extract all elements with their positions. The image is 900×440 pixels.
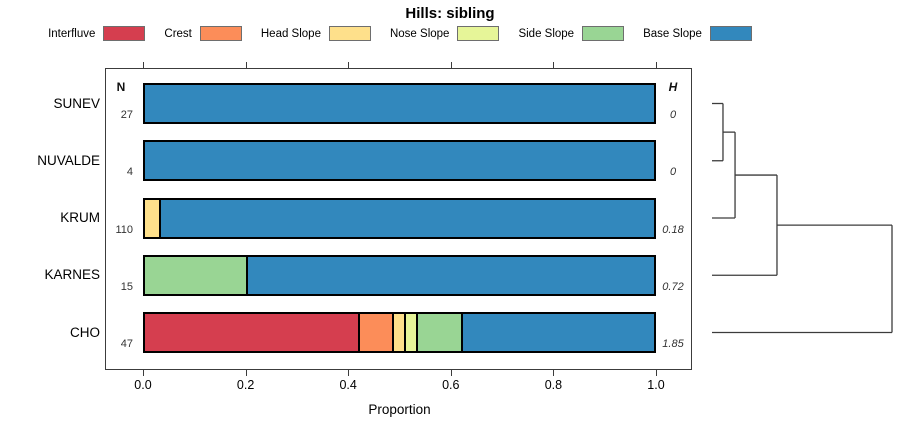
legend-label: Head Slope [260, 27, 321, 40]
bar-row-sunev [143, 83, 656, 124]
legend-item-side-slope: Side Slope [518, 26, 625, 41]
n-value-sunev: 27 [120, 109, 133, 121]
h-value-sunev: 0 [669, 109, 677, 121]
bar-row-krum [143, 197, 656, 239]
top-tick [450, 62, 452, 68]
chart-title: Hills: sibling [405, 5, 495, 22]
x-tick-label: 1.0 [647, 378, 665, 392]
legend-swatch-side-slope [582, 26, 625, 41]
legend-label: Base Slope [643, 27, 702, 40]
n-value-karnes: 15 [120, 280, 133, 293]
legend-label: Crest [164, 27, 192, 40]
bottom-tick [450, 370, 452, 376]
top-tick [553, 62, 555, 68]
row-label-cho: CHO [70, 324, 100, 340]
bar-segment-base-slope [145, 85, 654, 122]
legend-swatch-base-slope [709, 26, 752, 41]
h-column-header: H [668, 80, 678, 94]
row-label-krum: KRUM [60, 210, 100, 225]
row-label-karnes: KARNES [44, 267, 100, 283]
bar-segment-side-slope [145, 256, 247, 294]
bar-row-cho [143, 312, 656, 353]
n-value-cho: 47 [120, 338, 133, 350]
n-column-header: N [116, 80, 126, 94]
plot-area-border [105, 68, 692, 370]
legend-item-crest: Crest [164, 26, 242, 41]
legend-item-interfluve: Interfluve [48, 26, 146, 41]
bar-segment-base-slope [246, 256, 654, 294]
x-tick-label: 0.4 [339, 378, 357, 392]
bar-segment-head-slope [391, 314, 404, 351]
legend: Interfluve Crest Head Slope Nose Slope Side … [0, 26, 800, 41]
x-tick-label: 0.8 [544, 378, 563, 392]
legend-swatch-nose-slope [457, 26, 500, 41]
x-axis-title: Proportion [368, 402, 431, 417]
h-value-nuvalde: 0 [669, 166, 677, 179]
h-value-karnes: 0.72 [662, 280, 684, 293]
bar-segment-head-slope [145, 199, 159, 237]
legend-item-base-slope: Base Slope [643, 26, 752, 41]
legend-swatch-crest [199, 26, 242, 41]
bar-row-karnes [143, 254, 656, 296]
bar-segment-crest [357, 314, 392, 351]
bottom-tick [348, 370, 350, 376]
top-tick [245, 62, 247, 68]
legend-item-head-slope: Head Slope [261, 26, 371, 41]
n-value-krum: 110 [115, 223, 133, 236]
n-value-nuvalde: 4 [126, 166, 133, 179]
bar-segment-interfluve [145, 314, 358, 351]
top-tick [143, 62, 144, 68]
bar-segment-side-slope [416, 314, 461, 351]
x-tick-label: 0.6 [442, 378, 460, 392]
legend-label: Interfluve [48, 27, 96, 40]
bar-segment-base-slope [145, 142, 654, 180]
legend-swatch-interfluve [103, 26, 146, 41]
top-tick [656, 62, 657, 68]
h-value-cho: 1.85 [662, 338, 684, 350]
bar-segment-base-slope [460, 314, 654, 351]
bottom-tick [656, 370, 657, 376]
legend-item-nose-slope: Nose Slope [389, 26, 500, 41]
bar-segment-base-slope [158, 199, 654, 237]
legend-label: Side Slope [518, 27, 575, 40]
x-tick-label: 0.2 [236, 378, 255, 392]
h-value-krum: 0.18 [662, 223, 684, 236]
legend-label: Nose Slope [389, 27, 450, 40]
bar-segment-nose-slope [403, 314, 417, 351]
bar-row-nuvalde [143, 140, 656, 182]
row-label-sunev: SUNEV [53, 95, 100, 111]
legend-swatch-head-slope [328, 26, 371, 41]
row-label-nuvalde: NUVALDE [37, 152, 100, 168]
top-tick [348, 62, 350, 68]
x-tick-label: 0.0 [134, 378, 152, 392]
bottom-tick [245, 370, 247, 376]
bottom-tick [553, 370, 555, 376]
bottom-tick [143, 370, 144, 376]
